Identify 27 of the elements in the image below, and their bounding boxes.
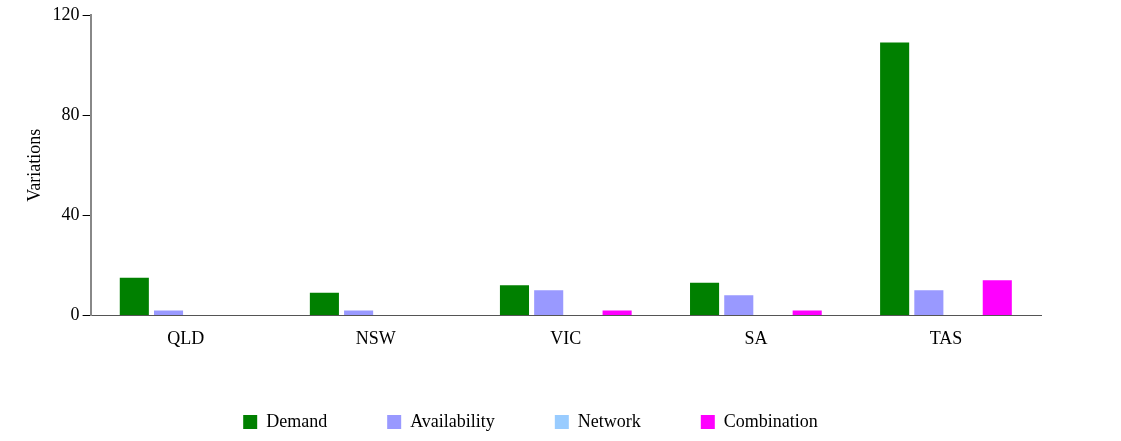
- bar: [309, 292, 339, 315]
- bar: [344, 310, 374, 315]
- x-tick-label: QLD: [167, 327, 205, 348]
- x-tick-label: VIC: [550, 327, 582, 348]
- bar: [690, 282, 720, 315]
- bar: [880, 42, 910, 315]
- x-tick-label: NSW: [355, 327, 396, 348]
- legend-label: Combination: [723, 410, 818, 431]
- y-tick-label: 80: [61, 103, 80, 124]
- x-tick-label: TAS: [929, 327, 963, 348]
- bar: [724, 295, 754, 315]
- bar: [982, 280, 1012, 315]
- y-tick-label: 0: [70, 304, 80, 325]
- x-tick-label: SA: [744, 327, 768, 348]
- bar: [792, 310, 822, 315]
- legend-label: Demand: [266, 410, 328, 431]
- bar: [914, 290, 944, 315]
- bar: [534, 290, 564, 315]
- y-axis-title: Variations: [23, 128, 44, 202]
- y-tick-label: 120: [52, 3, 80, 24]
- bar: [499, 285, 530, 315]
- bar: [602, 310, 632, 315]
- legend-label: Network: [577, 410, 641, 431]
- bar: [153, 310, 184, 315]
- y-tick-label: 40: [61, 204, 80, 224]
- legend-label: Availability: [410, 410, 495, 431]
- bar: [119, 277, 149, 315]
